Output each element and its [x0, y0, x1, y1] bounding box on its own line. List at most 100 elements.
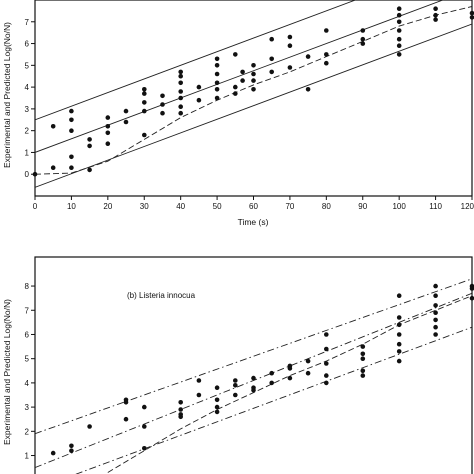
y-tick-label: 2 [25, 427, 30, 436]
data-point [396, 332, 402, 337]
x-tick-label: 80 [322, 202, 331, 211]
data-point [214, 56, 220, 62]
data-point [69, 154, 74, 160]
data-point [287, 65, 293, 70]
data-point [269, 56, 275, 62]
x-tick-label: 20 [103, 202, 112, 211]
data-point [196, 84, 202, 90]
data-point [287, 375, 293, 381]
y-tick-label: 1 [25, 148, 30, 157]
data-point [196, 392, 202, 398]
data-point [214, 404, 220, 410]
data-point [396, 28, 402, 33]
y-tick-label: 5 [25, 61, 30, 70]
data-point [360, 28, 366, 33]
data-point [251, 78, 256, 83]
data-point [324, 380, 329, 386]
data-point [305, 370, 311, 376]
data-point [214, 71, 220, 77]
data-point [142, 100, 147, 105]
data-point [269, 69, 275, 75]
data-point [87, 137, 92, 142]
data-point [240, 69, 245, 75]
y-tick-label: 6 [25, 40, 30, 49]
data-point [251, 87, 256, 92]
data-point [324, 60, 329, 66]
data-point [324, 28, 329, 33]
data-point [142, 132, 147, 138]
data-point [123, 400, 129, 405]
data-point [396, 349, 402, 354]
y-axis-label-b: Experimental and Predicted Log(No/N) [2, 299, 12, 445]
y-tick-label: 8 [25, 282, 30, 291]
data-point [178, 407, 183, 412]
data-point [396, 19, 402, 25]
x-tick-label: 90 [358, 202, 367, 211]
data-point [142, 404, 147, 410]
x-tick-label: 10 [67, 202, 76, 211]
data-point [105, 130, 111, 136]
y-tick-label: 4 [25, 83, 30, 92]
data-point [142, 91, 147, 96]
data-point [214, 95, 220, 101]
data-point [87, 143, 92, 149]
data-point [433, 332, 438, 337]
plot-frame-a [34, 0, 473, 197]
data-point [469, 15, 474, 20]
data-point [324, 332, 329, 337]
data-point [178, 80, 183, 86]
data-point [50, 165, 56, 170]
predicted-curve-line [107, 295, 472, 473]
data-point [142, 424, 147, 429]
predicted-curve-line [35, 6, 472, 175]
data-point [50, 450, 56, 456]
x-tick-label: 0 [33, 202, 38, 211]
x-axis-label-a: Time (s) [238, 217, 269, 227]
data-point [396, 36, 402, 42]
data-point [105, 124, 111, 129]
data-point [360, 36, 366, 42]
chart-panel-b: 1 2 3 4 5 6 7 8 (b) Listeria innocua Experiment… [2, 256, 474, 474]
data-point [433, 324, 438, 330]
data-point [360, 344, 366, 349]
plot-frame-b [34, 256, 473, 474]
data-point [160, 102, 165, 107]
data-point [287, 366, 293, 371]
data-point [396, 293, 402, 299]
upper-limit-line [35, 278, 472, 435]
data-point [469, 295, 474, 301]
data-point [178, 414, 183, 420]
data-point [69, 108, 74, 114]
data-point [233, 84, 238, 90]
y-tick-label: 7 [25, 18, 30, 27]
data-point [396, 315, 402, 320]
data-point [178, 73, 183, 79]
data-point [178, 95, 183, 101]
x-tick-label: 100 [392, 202, 406, 211]
data-point [433, 6, 438, 11]
data-point [251, 387, 256, 393]
data-point [360, 351, 366, 357]
data-point [269, 36, 275, 42]
x-tick-label: 50 [213, 202, 222, 211]
data-point [214, 385, 220, 391]
data-point [142, 87, 147, 92]
data-point [196, 378, 202, 383]
data-point [433, 310, 438, 316]
data-point [123, 416, 129, 422]
x-tick-label: 60 [249, 202, 258, 211]
x-tick-label: 120 [461, 202, 474, 211]
series-points-a [32, 6, 474, 177]
data-point [396, 52, 402, 57]
x-tick-label: 70 [285, 202, 294, 211]
data-point [233, 378, 238, 383]
data-point [233, 91, 238, 96]
data-point [160, 110, 165, 116]
data-point [433, 17, 438, 22]
data-point [305, 358, 311, 364]
data-point [469, 10, 474, 16]
y-tick-label: 2 [25, 127, 30, 136]
data-point [142, 446, 147, 451]
data-point [178, 69, 183, 75]
